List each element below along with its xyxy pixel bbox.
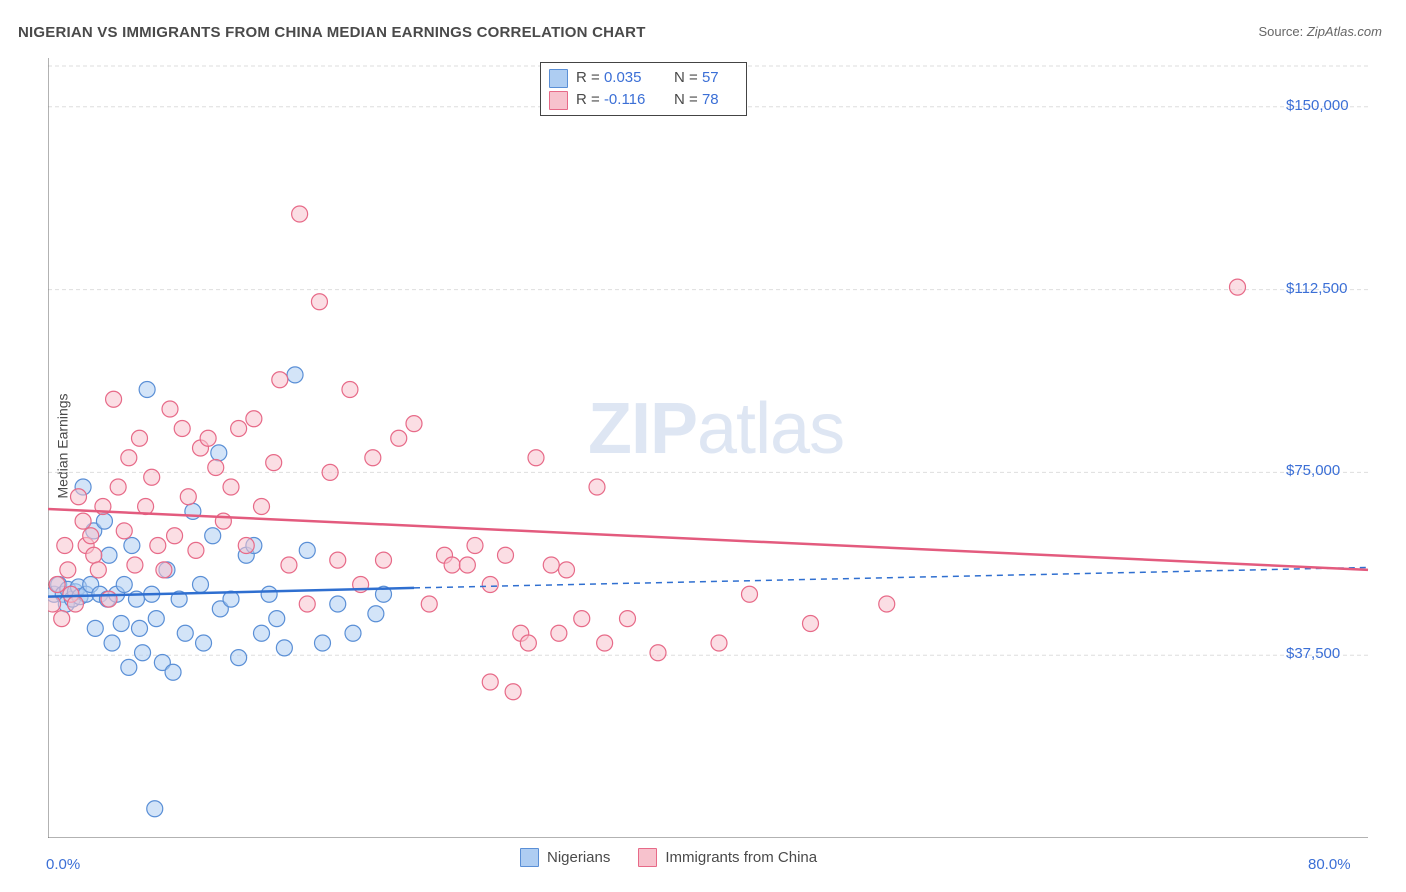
legend-stats-row: R = -0.116 N = 78 <box>549 89 734 111</box>
source-credit: Source: ZipAtlas.com <box>1258 24 1382 39</box>
legend-item: Immigrants from China <box>638 848 817 867</box>
legend-r-value: R = 0.035 <box>576 67 666 89</box>
source-label: Source: <box>1258 24 1306 39</box>
source-value: ZipAtlas.com <box>1307 24 1382 39</box>
legend-label: Nigerians <box>547 849 610 866</box>
legend-swatch <box>520 848 539 867</box>
plot-svg <box>48 58 1378 838</box>
x-tick-label: 0.0% <box>46 856 80 873</box>
y-tick-label: $112,500 <box>1286 280 1347 297</box>
legend-n-value: N = 78 <box>674 89 734 111</box>
legend-n-value: N = 57 <box>674 67 734 89</box>
legend-stats-row: R = 0.035 N = 57 <box>549 67 734 89</box>
chart-title: NIGERIAN VS IMMIGRANTS FROM CHINA MEDIAN… <box>18 24 646 41</box>
legend-swatch <box>549 69 568 88</box>
legend-label: Immigrants from China <box>665 849 817 866</box>
legend-stats-box: R = 0.035 N = 57 R = -0.116 N = 78 <box>540 62 747 116</box>
y-tick-label: $150,000 <box>1286 97 1349 114</box>
x-tick-label: 80.0% <box>1308 856 1351 873</box>
scatter-plot <box>48 58 1378 838</box>
y-tick-label: $75,000 <box>1286 462 1340 479</box>
y-tick-label: $37,500 <box>1286 645 1340 662</box>
legend-r-value: R = -0.116 <box>576 89 666 111</box>
legend-swatch <box>638 848 657 867</box>
legend-bottom: Nigerians Immigrants from China <box>520 848 817 867</box>
legend-swatch <box>549 91 568 110</box>
legend-item: Nigerians <box>520 848 610 867</box>
